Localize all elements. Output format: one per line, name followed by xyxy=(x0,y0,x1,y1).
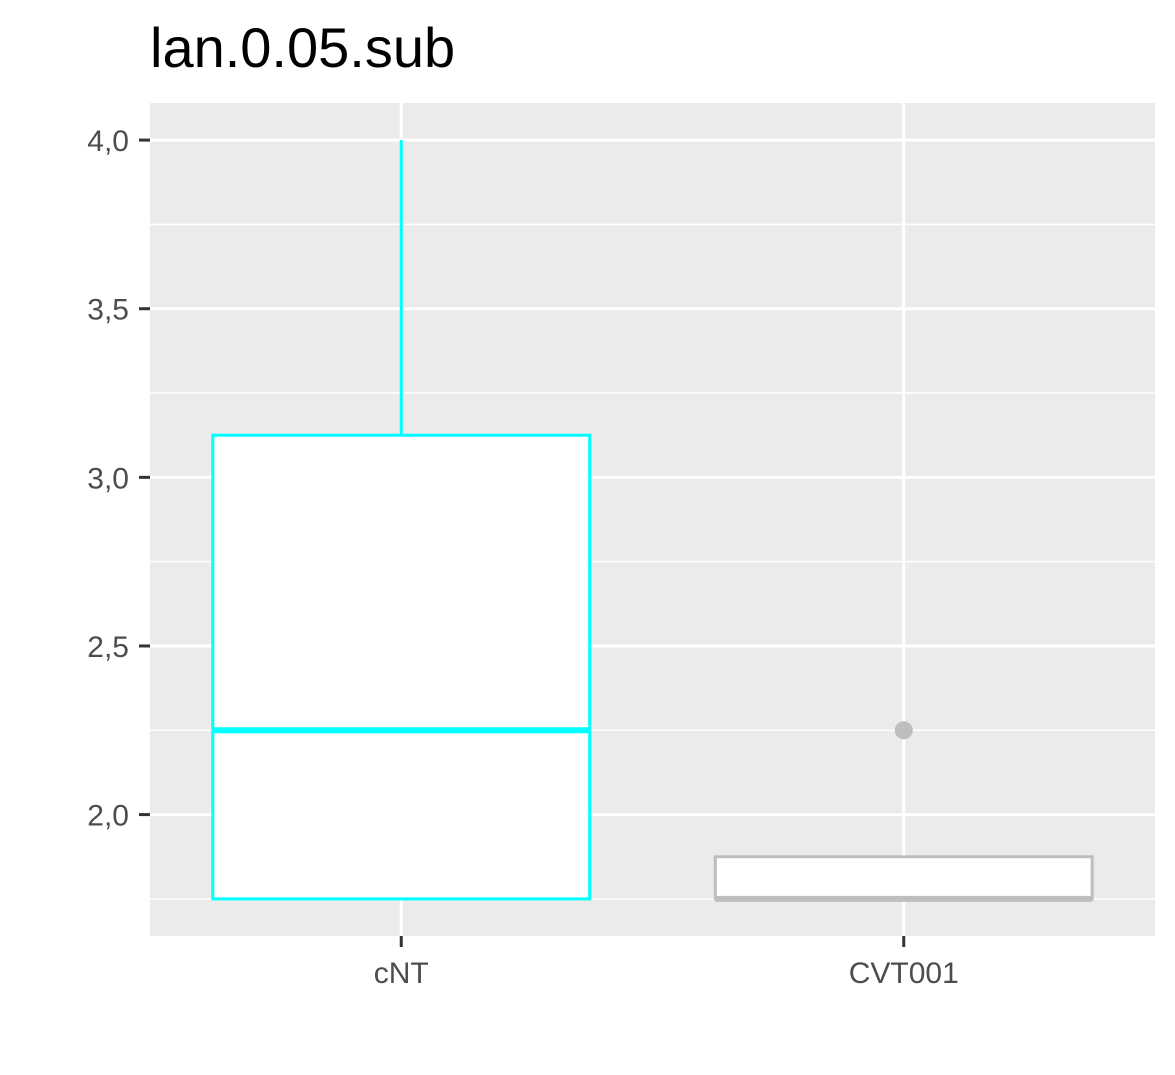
box-cNT xyxy=(211,140,592,901)
box-iqr xyxy=(713,855,1094,901)
chart-title: lan.0.05.sub xyxy=(150,16,455,79)
x-tick-label: CVT001 xyxy=(849,957,959,990)
y-tick-label: 3,5 xyxy=(87,294,129,327)
y-tick-label: 2,5 xyxy=(87,631,129,664)
boxes-layer xyxy=(211,140,1094,902)
box-CVT001 xyxy=(713,721,1094,902)
x-tick-label: cNT xyxy=(374,957,429,990)
x-axis: cNT CVT001 xyxy=(374,936,959,990)
box-iqr xyxy=(211,433,592,901)
y-tick-label: 2,0 xyxy=(87,800,129,833)
y-tick-label: 3,0 xyxy=(87,462,129,495)
outlier-point xyxy=(894,721,913,740)
y-axis: 2,0 2,5 3,0 3,5 4,0 xyxy=(87,125,150,833)
y-tick-label: 4,0 xyxy=(87,125,129,158)
